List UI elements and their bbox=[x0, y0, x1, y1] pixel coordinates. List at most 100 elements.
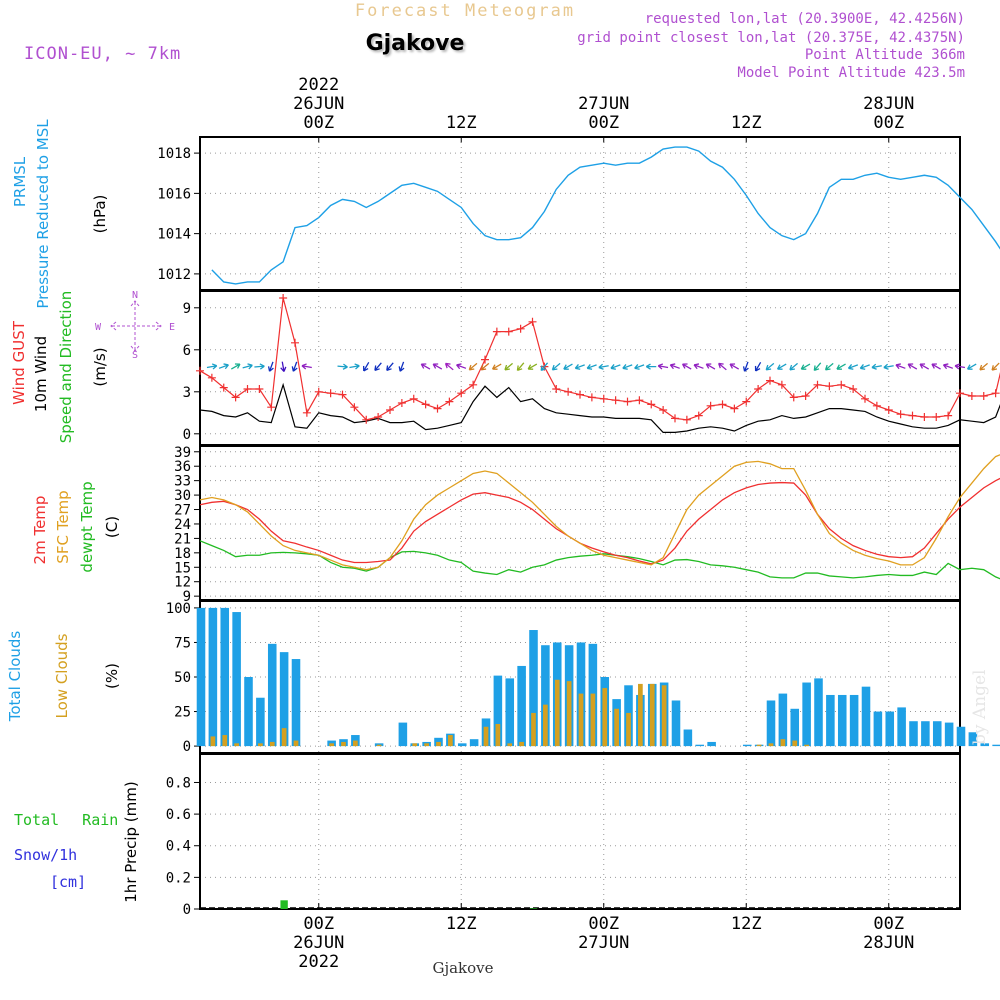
y-tick-label: 12 bbox=[174, 575, 191, 591]
total-cloud-bar bbox=[837, 694, 847, 747]
wind-direction-arrow bbox=[871, 363, 882, 370]
low-cloud-bar bbox=[804, 744, 809, 747]
low-cloud-bar bbox=[649, 683, 655, 747]
wind-direction-arrow bbox=[254, 363, 265, 370]
low-cloud-bar bbox=[768, 743, 774, 747]
y-tick-label: 0 bbox=[183, 902, 191, 918]
low-cloud-bar bbox=[756, 744, 762, 747]
y-tick-label: 0.6 bbox=[166, 807, 191, 823]
panel-wind: 0 3 6 9 bbox=[183, 290, 1000, 446]
total-cloud-bar bbox=[529, 630, 538, 747]
panel-frame bbox=[199, 753, 961, 910]
low-cloud-bar bbox=[222, 735, 228, 747]
gust-marker bbox=[492, 327, 501, 336]
y-tick-label: 1018 bbox=[157, 146, 191, 162]
label-2m-temp: 2m Temp bbox=[31, 496, 49, 565]
gust-marker bbox=[718, 400, 727, 409]
label-low-clouds: Low Clouds bbox=[53, 633, 71, 718]
gust-marker bbox=[944, 411, 953, 420]
compass-w: W bbox=[95, 322, 102, 333]
panel-frame bbox=[199, 136, 961, 291]
total-cloud-bar bbox=[517, 665, 526, 747]
top-axis-label: 26JUN bbox=[293, 94, 344, 114]
total-cloud-bar bbox=[909, 721, 918, 747]
gust-marker bbox=[386, 406, 394, 414]
y-tick-label: 9 bbox=[183, 589, 191, 605]
wind-direction-arrow bbox=[374, 362, 382, 372]
grid-coords: grid point closest lon,lat (20.375E, 42.… bbox=[577, 30, 965, 46]
gust-marker bbox=[516, 324, 525, 333]
top-axis-label: 28JUN bbox=[863, 94, 914, 114]
y-tick-label: 9 bbox=[183, 301, 191, 317]
panel-clouds: 0 25 50 75 100 bbox=[166, 600, 1000, 755]
y-tick-label: 30 bbox=[174, 488, 191, 504]
wind-direction-arrow bbox=[907, 363, 918, 370]
wind-direction-arrow bbox=[420, 363, 431, 370]
y-tick-label: 1012 bbox=[157, 267, 191, 283]
gust-marker bbox=[231, 393, 240, 402]
compass-we-arrow bbox=[110, 321, 162, 331]
low-cloud-bar bbox=[614, 708, 619, 747]
total-cloud-bar bbox=[932, 721, 942, 747]
wind-direction-arrow bbox=[681, 363, 692, 370]
compass-icon: N S W E bbox=[95, 290, 175, 361]
wind-direction-arrow bbox=[610, 364, 621, 370]
y-tick-label: 15 bbox=[174, 560, 191, 576]
label-percent: (%) bbox=[103, 663, 121, 689]
wind-direction-arrow bbox=[349, 363, 360, 370]
total-cloud-bar bbox=[695, 744, 705, 747]
gust-marker bbox=[279, 294, 288, 302]
wind-direction-arrow bbox=[386, 362, 394, 372]
label-celsius: (C) bbox=[103, 516, 121, 538]
wind-direction-arrow bbox=[516, 362, 525, 372]
total-cloud-bar bbox=[707, 741, 716, 747]
wind-direction-arrow bbox=[657, 363, 669, 370]
label-cm: [cm] bbox=[50, 873, 86, 891]
y-tick-label: 33 bbox=[174, 474, 191, 490]
bottom-axis-label: 27JUN bbox=[578, 933, 629, 953]
low-cloud-bar bbox=[281, 728, 287, 747]
gust-marker bbox=[908, 411, 917, 420]
panel-labels: PRMSL Pressure Reduced to MSL (hPa) Wind GU… bbox=[6, 119, 175, 903]
model-label: ICON-EU, ~ 7km bbox=[24, 44, 181, 64]
total-cloud-bar bbox=[992, 744, 1000, 747]
wind-direction-arrow bbox=[504, 362, 513, 371]
total-cloud-bar bbox=[398, 722, 408, 747]
wind-direction-arrow bbox=[574, 364, 585, 370]
gust-marker bbox=[267, 403, 276, 412]
gust-marker bbox=[742, 397, 751, 406]
gust-marker bbox=[338, 390, 347, 399]
low-cloud-bar bbox=[353, 740, 358, 747]
point-altitude: Point Altitude 366m bbox=[805, 47, 965, 63]
wind-direction-arrow bbox=[966, 363, 977, 370]
wind-direction-arrow bbox=[931, 363, 941, 370]
wind-direction-arrow bbox=[280, 361, 287, 372]
label-total-rain: Total Rain bbox=[14, 811, 118, 829]
gust-marker bbox=[599, 394, 608, 403]
y-tick-label: 0.8 bbox=[166, 775, 191, 791]
wind-direction-arrow bbox=[363, 361, 370, 372]
low-cloud-bar bbox=[578, 693, 584, 747]
label-speed-direction: Speed and Direction bbox=[57, 291, 75, 444]
low-cloud-bar bbox=[341, 741, 346, 747]
gust-marker bbox=[587, 393, 596, 402]
gust-marker bbox=[433, 404, 442, 413]
total-cloud-bar bbox=[244, 677, 253, 747]
wind-direction-arrow bbox=[813, 362, 822, 372]
total-cloud-bar bbox=[826, 694, 835, 747]
rain-bar bbox=[529, 908, 538, 909]
total-cloud-bar bbox=[802, 682, 811, 747]
low-cloud-bar bbox=[531, 712, 536, 747]
wind-direction-arrow bbox=[729, 363, 740, 370]
gust-marker bbox=[445, 397, 454, 406]
top-axis-label: 00Z bbox=[873, 113, 904, 133]
y-tick-label: 0 bbox=[183, 427, 191, 443]
gust-marker bbox=[837, 380, 846, 389]
low-cloud-bar bbox=[258, 743, 263, 747]
wind-direction-arrow bbox=[291, 361, 298, 372]
y-tick-label: 0.4 bbox=[166, 839, 191, 855]
total-cloud-bar bbox=[196, 607, 206, 747]
gust-marker bbox=[766, 376, 774, 385]
wind-direction-arrow bbox=[954, 363, 966, 370]
wind-direction-arrow bbox=[765, 362, 775, 371]
